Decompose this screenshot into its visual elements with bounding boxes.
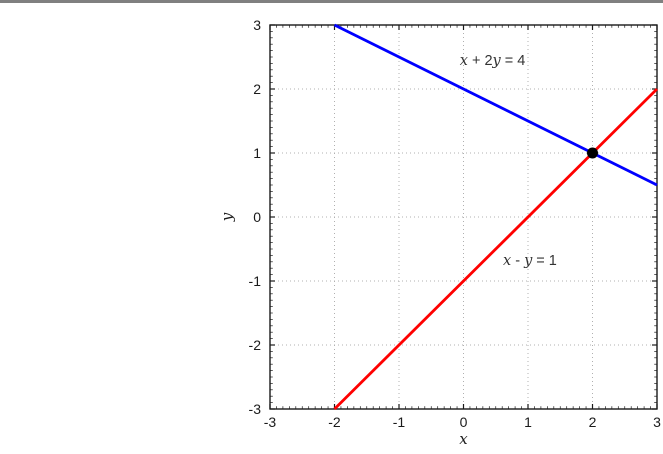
y-tick-label: -1 (249, 273, 262, 289)
x-axis-label: x (459, 430, 468, 448)
y-tick-label: 3 (253, 17, 261, 33)
y-tick-label: -2 (249, 337, 262, 353)
x-tick-label: 3 (653, 414, 661, 430)
x-tick-label: 2 (589, 414, 597, 430)
x-tick-label: -2 (328, 414, 341, 430)
y-tick-label: 0 (253, 209, 261, 225)
y-tick-label: 1 (253, 145, 261, 161)
equation-label-0: x + 2y = 4 (460, 53, 526, 69)
y-axis-label: y (218, 212, 236, 222)
x-tick-label: 1 (524, 414, 532, 430)
series-line-1 (333, 88, 658, 410)
equation-label-1: x - y = 1 (503, 253, 557, 269)
intersection-point (587, 147, 598, 159)
series-line-0 (333, 23, 658, 187)
x-tick-label: 0 (460, 414, 468, 430)
x-tick-label: -1 (393, 414, 406, 430)
window-top-border (0, 0, 663, 3)
y-tick-label: 2 (253, 81, 261, 97)
axes-box (269, 24, 658, 410)
y-tick-label: -3 (249, 401, 262, 417)
x-tick-label: -3 (264, 414, 277, 430)
